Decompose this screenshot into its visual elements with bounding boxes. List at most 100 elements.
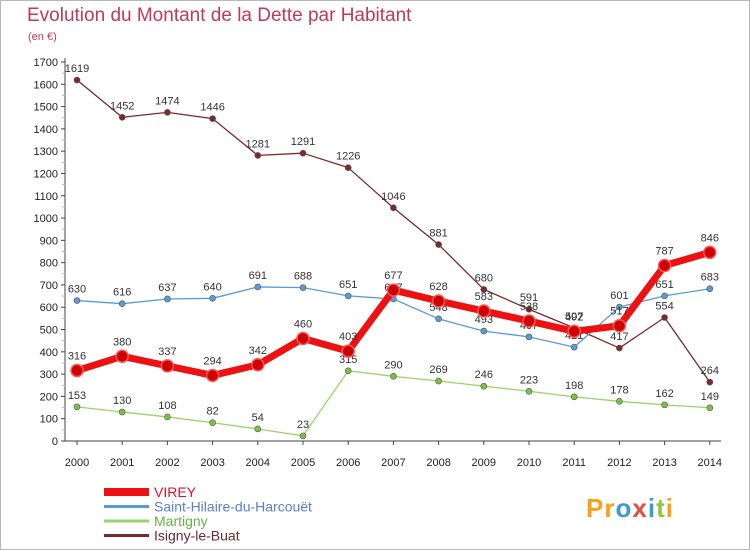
- data-point: [118, 113, 126, 121]
- x-tick-label: 2005: [291, 457, 315, 469]
- data-point: [209, 419, 216, 427]
- data-label: 315: [339, 354, 357, 366]
- data-point: [480, 327, 488, 335]
- data-point: [386, 283, 401, 297]
- legend-label: Saint-Hilaire-du-Harcouët: [154, 499, 312, 515]
- data-point: [661, 314, 668, 321]
- chart-title: Evolution du Montant de la Dette par Hab…: [27, 5, 412, 26]
- data-point: [164, 295, 171, 303]
- data-label: 691: [249, 270, 267, 282]
- data-label: 108: [158, 400, 176, 412]
- data-label: 637: [158, 282, 176, 294]
- data-point: [703, 245, 717, 260]
- data-label: 846: [701, 232, 719, 244]
- x-tick-label: 2004: [246, 457, 270, 469]
- data-label: 517: [610, 306, 628, 318]
- data-label: 337: [158, 346, 176, 358]
- logo-letter: P: [586, 493, 605, 523]
- data-point: [115, 349, 129, 364]
- data-label: 54: [252, 412, 264, 424]
- data-point: [254, 425, 262, 433]
- y-tick-label: 500: [40, 325, 58, 337]
- data-point: [344, 292, 352, 300]
- data-point: [299, 432, 307, 440]
- legend-label: Martigny: [154, 513, 208, 529]
- data-label: 583: [475, 291, 493, 303]
- data-label: 460: [294, 318, 312, 330]
- series-isigny-le-buat: 1619 1452 1474 1446 1281 1291 1226 1046 881 680 59…: [65, 63, 719, 386]
- data-label: 630: [68, 284, 86, 296]
- data-label: 683: [701, 272, 719, 284]
- logo-letter: x: [632, 493, 648, 523]
- data-label: 1619: [65, 63, 89, 75]
- y-tick-label: 800: [40, 258, 58, 270]
- y-tick-label: 1000: [34, 213, 58, 225]
- data-label: 507: [565, 311, 583, 323]
- data-point: [706, 404, 714, 412]
- data-label: 1281: [246, 138, 270, 150]
- logo-letter: r: [604, 493, 616, 523]
- legend-label: Isigny-le-Buat: [154, 528, 240, 544]
- data-label: 264: [701, 365, 719, 377]
- data-point: [616, 344, 623, 352]
- data-point: [160, 359, 175, 373]
- data-point: [661, 401, 668, 409]
- data-point: [164, 109, 171, 116]
- x-tick-label: 2007: [381, 457, 405, 469]
- data-label: 149: [701, 391, 719, 403]
- x-tick-label: 2000: [65, 457, 89, 469]
- data-point: [570, 343, 578, 351]
- data-point: [254, 152, 262, 159]
- data-point: [73, 76, 81, 84]
- data-point: [480, 382, 488, 390]
- data-point: [431, 294, 446, 308]
- data-label: 538: [520, 301, 538, 313]
- data-point: [209, 115, 216, 122]
- logo-letter: o: [615, 493, 633, 523]
- data-point: [522, 314, 536, 328]
- data-point: [525, 305, 533, 313]
- data-point: [118, 300, 126, 307]
- y-tick-label: 600: [40, 302, 58, 314]
- logo-letter: i: [647, 493, 657, 523]
- data-label: 223: [520, 374, 538, 386]
- x-tick-label: 2014: [698, 457, 722, 469]
- data-label: 153: [68, 390, 86, 402]
- data-label: 616: [113, 287, 131, 299]
- data-point: [205, 368, 220, 383]
- data-point: [118, 408, 126, 416]
- x-tick-label: 2001: [110, 457, 134, 469]
- data-label: 162: [655, 388, 673, 400]
- data-point: [570, 393, 578, 401]
- data-label: 881: [429, 228, 447, 240]
- data-point: [477, 304, 491, 318]
- data-point: [706, 285, 714, 293]
- x-tick-label: 2002: [155, 457, 179, 469]
- series-virey: 316 380 337 294 342 460 403 677 628 583 538 492 517 7…: [68, 232, 719, 383]
- data-point: [616, 303, 623, 311]
- y-tick-label: 1400: [34, 124, 58, 136]
- data-point: [344, 367, 352, 375]
- data-point: [435, 241, 442, 248]
- data-label: 294: [203, 355, 221, 367]
- x-tick-label: 2006: [336, 457, 360, 469]
- data-point: [73, 297, 81, 304]
- x-tick-label: 2011: [562, 457, 586, 469]
- data-point: [706, 378, 714, 386]
- data-point: [251, 358, 265, 372]
- x-tick-label: 2013: [652, 457, 676, 469]
- data-label: 290: [384, 359, 402, 371]
- x-tick-label: 2008: [426, 457, 450, 469]
- y-tick-label: 0: [52, 436, 58, 448]
- y-tick-label: 700: [40, 280, 58, 292]
- data-label: 178: [610, 384, 628, 396]
- data-label: 1046: [381, 191, 405, 203]
- legend-item: Isigny-le-Buat: [104, 528, 240, 544]
- data-label: 492: [565, 311, 583, 323]
- data-label: 591: [520, 292, 538, 304]
- legend-item: Martigny: [104, 513, 208, 529]
- logo-letter: t: [656, 493, 666, 523]
- data-label: 1291: [291, 136, 315, 148]
- data-label: 1446: [200, 102, 224, 114]
